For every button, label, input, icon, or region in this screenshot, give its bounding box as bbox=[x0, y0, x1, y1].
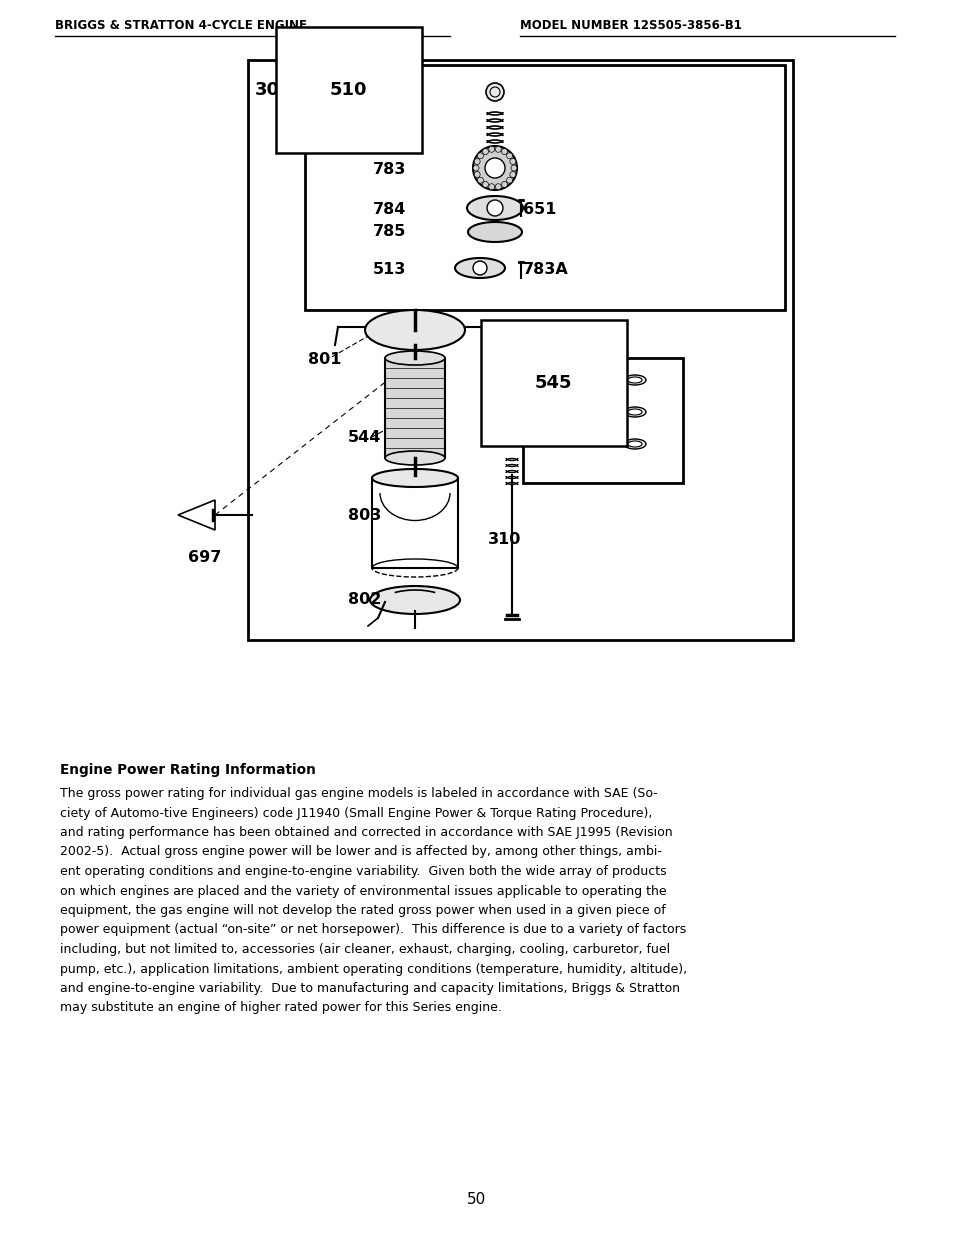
Text: 937: 937 bbox=[382, 122, 416, 137]
Circle shape bbox=[474, 172, 479, 178]
Ellipse shape bbox=[385, 351, 444, 366]
Text: Engine Power Rating Information: Engine Power Rating Information bbox=[60, 763, 315, 777]
Circle shape bbox=[501, 148, 507, 154]
Bar bbox=[522, 358, 682, 483]
Circle shape bbox=[488, 146, 495, 152]
Text: may substitute an engine of higher rated power for this Series engine.: may substitute an engine of higher rated… bbox=[60, 1002, 501, 1014]
Ellipse shape bbox=[627, 441, 641, 447]
Circle shape bbox=[482, 182, 488, 188]
Text: 545: 545 bbox=[535, 374, 572, 391]
Text: 785: 785 bbox=[373, 225, 406, 240]
Text: ent operating conditions and engine-to-engine variability.  Given both the wide : ent operating conditions and engine-to-e… bbox=[60, 864, 666, 878]
Ellipse shape bbox=[455, 258, 504, 278]
Circle shape bbox=[476, 177, 483, 183]
Circle shape bbox=[511, 165, 517, 170]
Text: 742: 742 bbox=[388, 88, 421, 103]
Circle shape bbox=[486, 200, 502, 216]
Text: BRIGGS & STRATTON 4-CYCLE ENGINE: BRIGGS & STRATTON 4-CYCLE ENGINE bbox=[55, 19, 307, 32]
Circle shape bbox=[495, 146, 500, 152]
Text: 802: 802 bbox=[348, 593, 381, 608]
Circle shape bbox=[506, 177, 512, 183]
Text: equipment, the gas engine will not develop the rated gross power when used in a : equipment, the gas engine will not devel… bbox=[60, 904, 665, 918]
Circle shape bbox=[501, 182, 507, 188]
Text: 50: 50 bbox=[467, 1193, 486, 1208]
Circle shape bbox=[473, 165, 478, 170]
Text: 309: 309 bbox=[254, 82, 293, 99]
Text: 783: 783 bbox=[373, 163, 406, 178]
Bar bbox=[305, 65, 784, 310]
Text: 783A: 783A bbox=[522, 263, 568, 278]
Circle shape bbox=[476, 153, 483, 159]
Circle shape bbox=[509, 172, 516, 178]
Text: 544: 544 bbox=[348, 431, 381, 446]
Circle shape bbox=[488, 184, 495, 190]
Circle shape bbox=[506, 153, 512, 159]
Text: power equipment (actual “on-site” or net horsepower).  This difference is due to: power equipment (actual “on-site” or net… bbox=[60, 924, 685, 936]
Text: 310: 310 bbox=[488, 532, 521, 547]
Bar bbox=[385, 358, 444, 458]
Text: 510: 510 bbox=[330, 82, 367, 99]
Text: pump, etc.), application limitations, ambient operating conditions (temperature,: pump, etc.), application limitations, am… bbox=[60, 962, 686, 976]
Ellipse shape bbox=[623, 408, 645, 417]
Ellipse shape bbox=[623, 438, 645, 450]
Ellipse shape bbox=[468, 222, 521, 242]
Ellipse shape bbox=[627, 409, 641, 415]
Ellipse shape bbox=[372, 469, 457, 487]
Text: 801: 801 bbox=[308, 352, 341, 368]
Ellipse shape bbox=[627, 377, 641, 383]
Text: and engine-to-engine variability.  Due to manufacturing and capacity limitations: and engine-to-engine variability. Due to… bbox=[60, 982, 679, 995]
Circle shape bbox=[482, 148, 488, 154]
Text: 784: 784 bbox=[373, 203, 406, 217]
Ellipse shape bbox=[623, 375, 645, 385]
Ellipse shape bbox=[365, 310, 464, 350]
Circle shape bbox=[495, 184, 500, 190]
Text: 803: 803 bbox=[348, 508, 381, 522]
Circle shape bbox=[473, 261, 486, 275]
Circle shape bbox=[509, 158, 516, 164]
Ellipse shape bbox=[385, 451, 444, 466]
Circle shape bbox=[485, 83, 503, 101]
Ellipse shape bbox=[370, 585, 459, 614]
Ellipse shape bbox=[467, 196, 522, 220]
Circle shape bbox=[484, 158, 504, 178]
Text: on which engines are placed and the variety of environmental issues applicable t: on which engines are placed and the vari… bbox=[60, 884, 666, 898]
Text: and rating performance has been obtained and corrected in accordance with SAE J1: and rating performance has been obtained… bbox=[60, 826, 672, 839]
Text: MODEL NUMBER 12S505-3856-B1: MODEL NUMBER 12S505-3856-B1 bbox=[519, 19, 741, 32]
Text: ciety of Automo-tive Engineers) code J11940 (Small Engine Power & Torque Rating : ciety of Automo-tive Engineers) code J11… bbox=[60, 806, 652, 820]
Bar bbox=[372, 478, 457, 568]
Text: 651: 651 bbox=[522, 203, 556, 217]
Text: 513: 513 bbox=[373, 263, 406, 278]
Text: including, but not limited to, accessories (air cleaner, exhaust, charging, cool: including, but not limited to, accessori… bbox=[60, 944, 669, 956]
Circle shape bbox=[474, 158, 479, 164]
Text: 697: 697 bbox=[188, 551, 221, 566]
Bar bbox=[248, 61, 792, 640]
Circle shape bbox=[473, 146, 517, 190]
Text: 2002-5).  Actual gross engine power will be lower and is affected by, among othe: 2002-5). Actual gross engine power will … bbox=[60, 846, 661, 858]
Text: The gross power rating for individual gas engine models is labeled in accordance: The gross power rating for individual ga… bbox=[60, 787, 657, 800]
